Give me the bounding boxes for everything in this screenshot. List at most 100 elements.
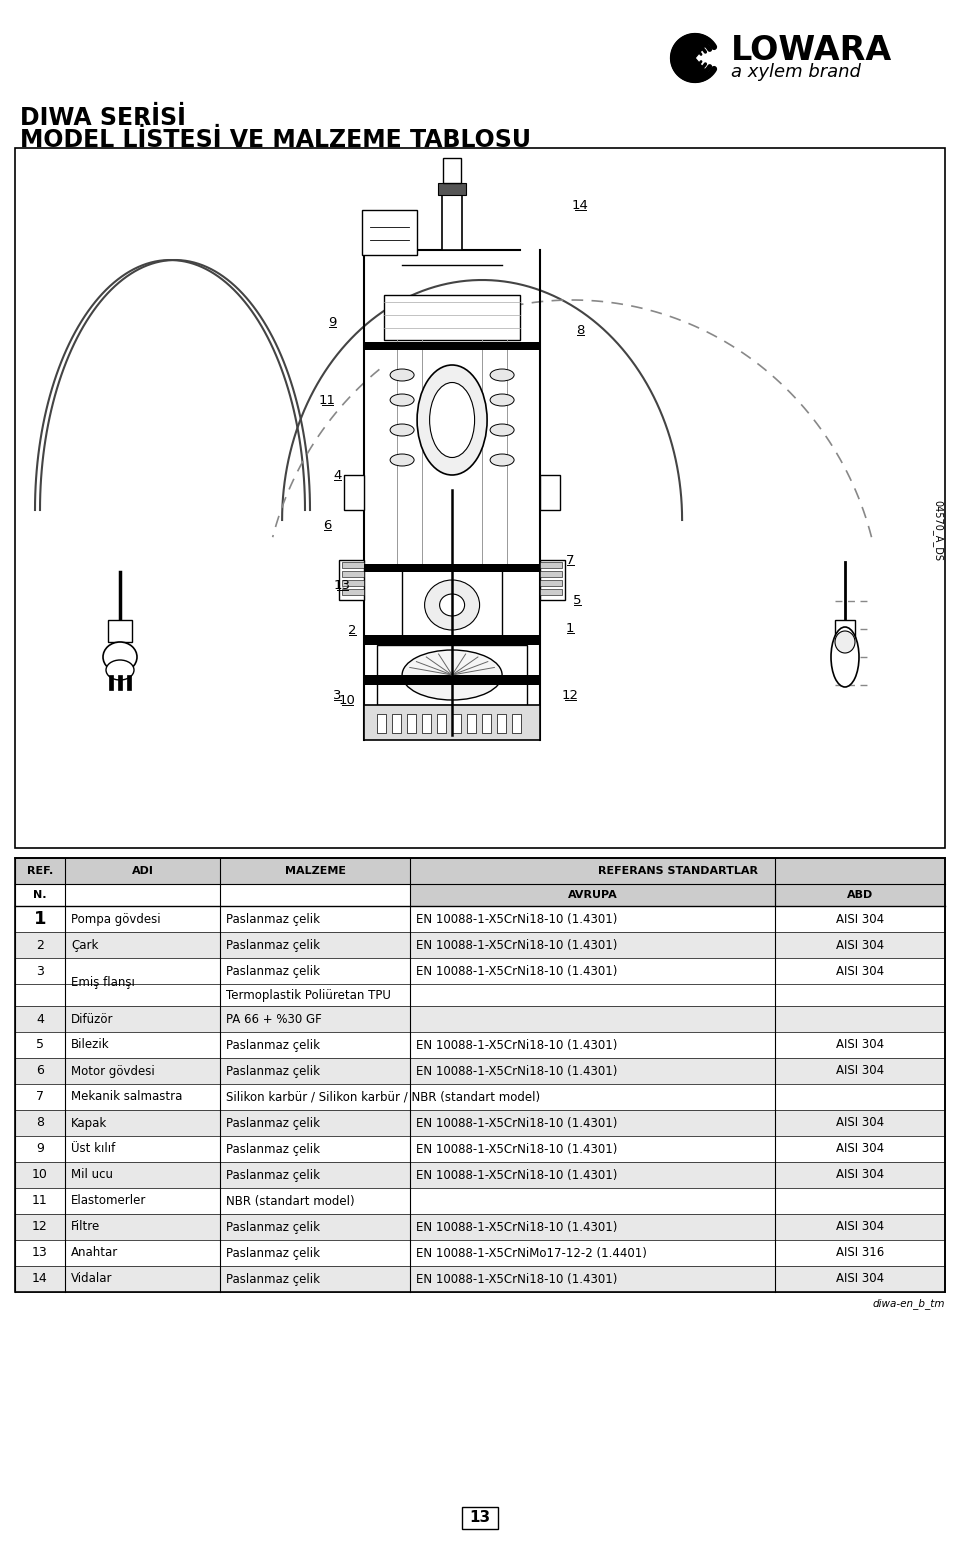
Bar: [410, 884, 945, 906]
Text: REF.: REF.: [27, 867, 53, 876]
Bar: [364, 705, 540, 741]
Text: 13: 13: [32, 1246, 48, 1259]
Text: 10: 10: [339, 694, 355, 706]
Bar: [15, 1162, 945, 1187]
Text: Motor gövdesi: Motor gövdesi: [71, 1064, 155, 1077]
Text: AISI 304: AISI 304: [836, 1064, 884, 1077]
Text: REFERANS STANDARTLAR: REFERANS STANDARTLAR: [597, 867, 757, 876]
Text: Paslanmaz çelik: Paslanmaz çelik: [226, 1064, 320, 1077]
Bar: [444, 159, 461, 184]
Text: EN 10088-1-X5CrNi18-10 (1.4301): EN 10088-1-X5CrNi18-10 (1.4301): [416, 938, 617, 952]
Text: Paslanmaz çelik: Paslanmaz çelik: [226, 1142, 320, 1156]
Text: MALZEME: MALZEME: [284, 867, 346, 876]
Bar: [15, 857, 945, 884]
Text: Pompa gövdesi: Pompa gövdesi: [71, 912, 160, 926]
Bar: [392, 714, 401, 733]
Ellipse shape: [491, 394, 515, 406]
Text: 04570_A_DS: 04570_A_DS: [932, 499, 944, 560]
Text: Paslanmaz çelik: Paslanmaz çelik: [226, 1117, 320, 1130]
Bar: [364, 563, 540, 573]
Bar: [118, 675, 122, 689]
Text: EN 10088-1-X5CrNi18-10 (1.4301): EN 10088-1-X5CrNi18-10 (1.4301): [416, 1142, 617, 1156]
Text: Emiş flanşı: Emiş flanşı: [71, 976, 134, 988]
Text: Silikon karbür / Silikon karbür / NBR (standart model): Silikon karbür / Silikon karbür / NBR (s…: [226, 1091, 540, 1103]
Text: AISI 304: AISI 304: [836, 1142, 884, 1156]
Bar: [540, 475, 560, 510]
Bar: [339, 560, 364, 601]
Text: 12: 12: [32, 1220, 48, 1234]
Ellipse shape: [390, 454, 414, 465]
Bar: [452, 714, 461, 733]
Ellipse shape: [390, 369, 414, 381]
Bar: [437, 714, 446, 733]
Text: PA 66 + %30 GF: PA 66 + %30 GF: [226, 1013, 322, 1025]
Text: 3: 3: [36, 965, 44, 977]
Text: N.: N.: [34, 890, 47, 899]
Text: EN 10088-1-X5CrNi18-10 (1.4301): EN 10088-1-X5CrNi18-10 (1.4301): [416, 912, 617, 926]
Bar: [384, 341, 520, 569]
Text: EN 10088-1-X5CrNi18-10 (1.4301): EN 10088-1-X5CrNi18-10 (1.4301): [416, 1064, 617, 1077]
Text: Kapak: Kapak: [71, 1117, 108, 1130]
Text: NBR (standart model): NBR (standart model): [226, 1195, 354, 1207]
Text: EN 10088-1-X5CrNi18-10 (1.4301): EN 10088-1-X5CrNi18-10 (1.4301): [416, 1038, 617, 1052]
Ellipse shape: [417, 366, 487, 475]
Bar: [540, 580, 563, 587]
Text: 2: 2: [348, 624, 356, 636]
Text: MODEL LİSTESİ VE MALZEME TABLOSU: MODEL LİSTESİ VE MALZEME TABLOSU: [20, 128, 531, 152]
Text: 8: 8: [576, 324, 585, 336]
Text: Paslanmaz çelik: Paslanmaz çelik: [226, 965, 320, 977]
Text: 7: 7: [565, 554, 574, 566]
Text: 12: 12: [562, 688, 579, 702]
Ellipse shape: [424, 580, 480, 630]
Text: 6: 6: [36, 1064, 44, 1077]
Text: AISI 304: AISI 304: [836, 912, 884, 926]
Text: Paslanmaz çelik: Paslanmaz çelik: [226, 1169, 320, 1181]
Ellipse shape: [831, 627, 859, 688]
Text: 11: 11: [32, 1195, 48, 1207]
Text: Bilezik: Bilezik: [71, 1038, 109, 1052]
Text: 4: 4: [36, 1013, 44, 1025]
Text: 3: 3: [333, 688, 342, 702]
Ellipse shape: [835, 632, 855, 654]
Bar: [377, 646, 527, 705]
Bar: [342, 580, 364, 587]
Text: Paslanmaz çelik: Paslanmaz çelik: [226, 1038, 320, 1052]
Text: 9: 9: [328, 316, 336, 328]
Text: 8: 8: [36, 1117, 44, 1130]
Bar: [108, 619, 132, 643]
Bar: [15, 1109, 945, 1136]
Ellipse shape: [491, 454, 515, 465]
Bar: [512, 714, 521, 733]
Bar: [15, 857, 945, 1291]
Bar: [364, 635, 540, 646]
Text: ADI: ADI: [132, 867, 154, 876]
Text: Mekanik salmastra: Mekanik salmastra: [71, 1091, 182, 1103]
Text: Anahtar: Anahtar: [71, 1246, 118, 1259]
Text: AISI 304: AISI 304: [836, 1169, 884, 1181]
Text: AISI 316: AISI 316: [836, 1246, 884, 1259]
Text: 11: 11: [319, 394, 336, 406]
Text: Paslanmaz çelik: Paslanmaz çelik: [226, 912, 320, 926]
Text: 5: 5: [573, 593, 582, 607]
Text: a xylem brand: a xylem brand: [731, 62, 861, 81]
Bar: [443, 190, 462, 251]
Bar: [127, 675, 131, 689]
Text: Çark: Çark: [71, 938, 98, 952]
Bar: [342, 571, 364, 577]
Text: Paslanmaz çelik: Paslanmaz çelik: [226, 1273, 320, 1285]
Bar: [15, 1007, 945, 1032]
Bar: [15, 932, 945, 958]
Bar: [835, 619, 855, 643]
Bar: [540, 562, 563, 568]
Bar: [384, 296, 520, 341]
Text: Elastomerler: Elastomerler: [71, 1195, 146, 1207]
Bar: [402, 569, 502, 640]
Text: Paslanmaz çelik: Paslanmaz çelik: [226, 938, 320, 952]
Bar: [109, 675, 113, 689]
Bar: [377, 714, 386, 733]
Text: 6: 6: [323, 518, 331, 532]
Text: AISI 304: AISI 304: [836, 938, 884, 952]
Bar: [407, 714, 416, 733]
Text: 13: 13: [334, 579, 350, 591]
Text: Vidalar: Vidalar: [71, 1273, 112, 1285]
